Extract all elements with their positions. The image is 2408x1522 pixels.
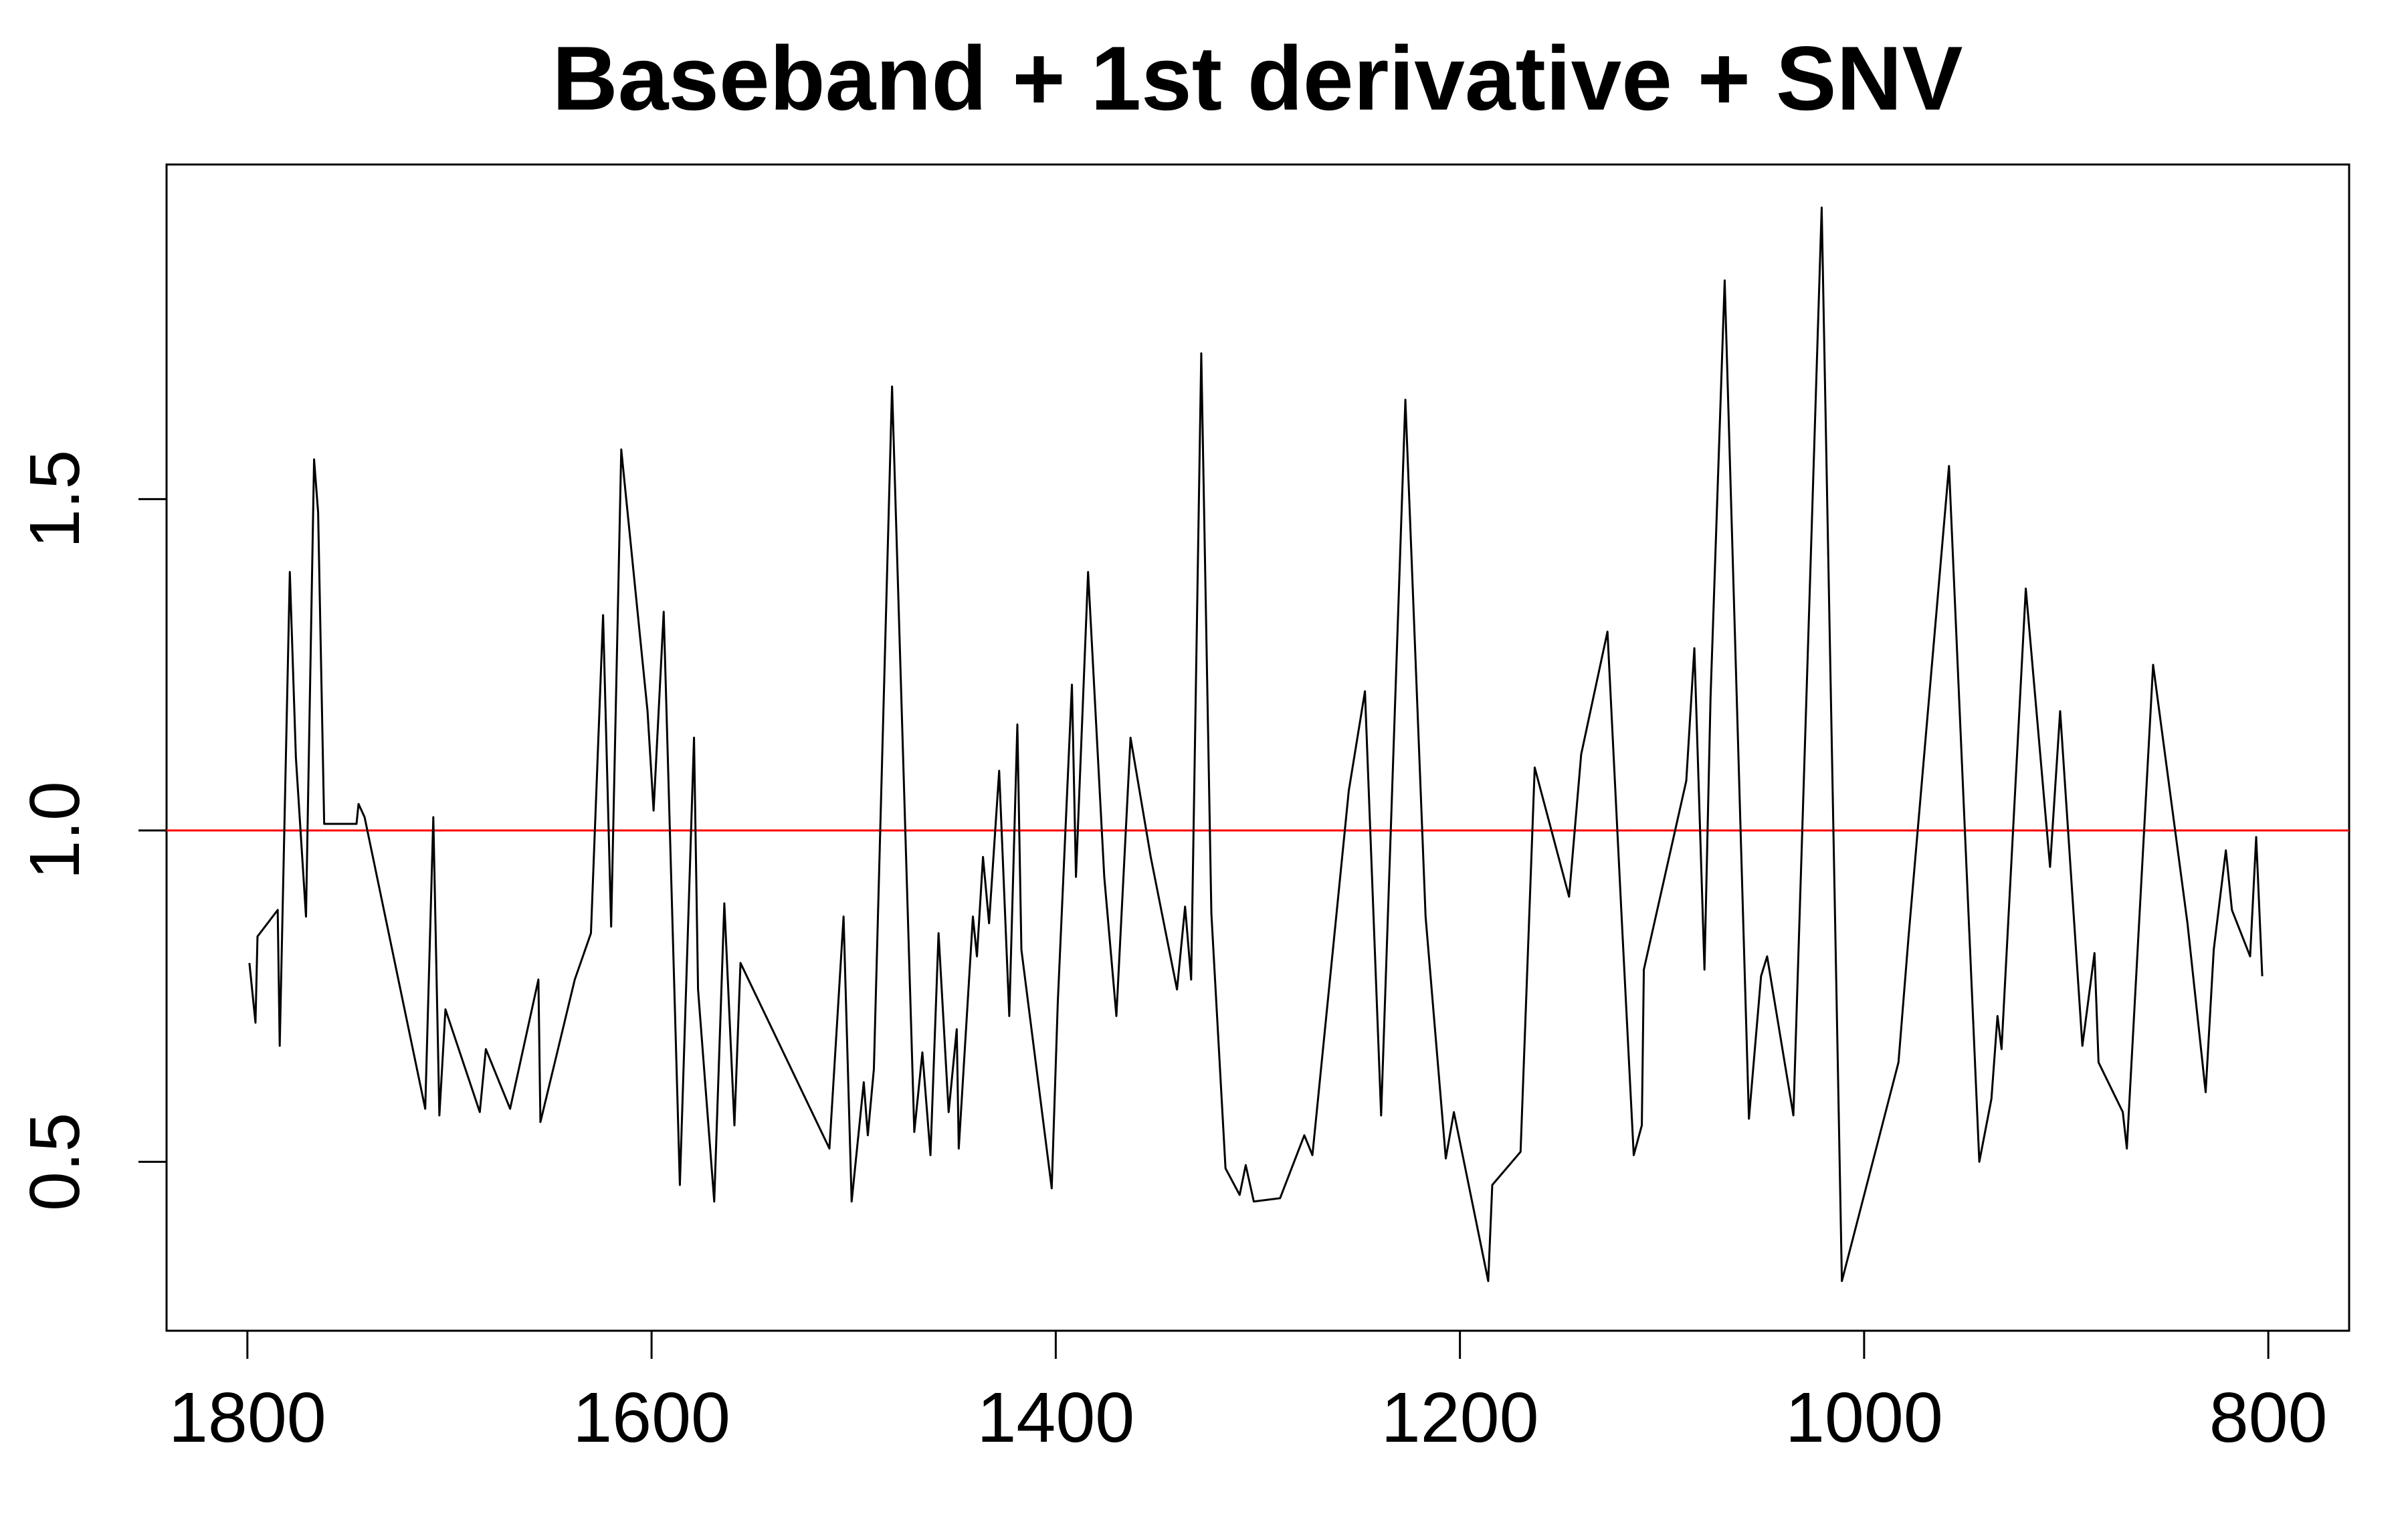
y-tick-label: 1.0: [15, 781, 94, 879]
data-line: [248, 206, 2264, 1283]
x-tick-label: 1400: [977, 1378, 1134, 1457]
plot-frame: [165, 163, 2350, 1332]
x-tick-label: 1000: [1785, 1378, 1943, 1457]
chart-title: Baseband + 1st derivative + SNV: [553, 27, 1963, 129]
x-tick-label: 1200: [1381, 1378, 1539, 1457]
y-tick-label: 1.5: [15, 450, 94, 548]
x-tick-label: 1800: [169, 1378, 326, 1457]
x-tick-label: 800: [2209, 1378, 2328, 1457]
x-tick-label: 1600: [573, 1378, 730, 1457]
y-tick-label: 0.5: [15, 1113, 94, 1211]
